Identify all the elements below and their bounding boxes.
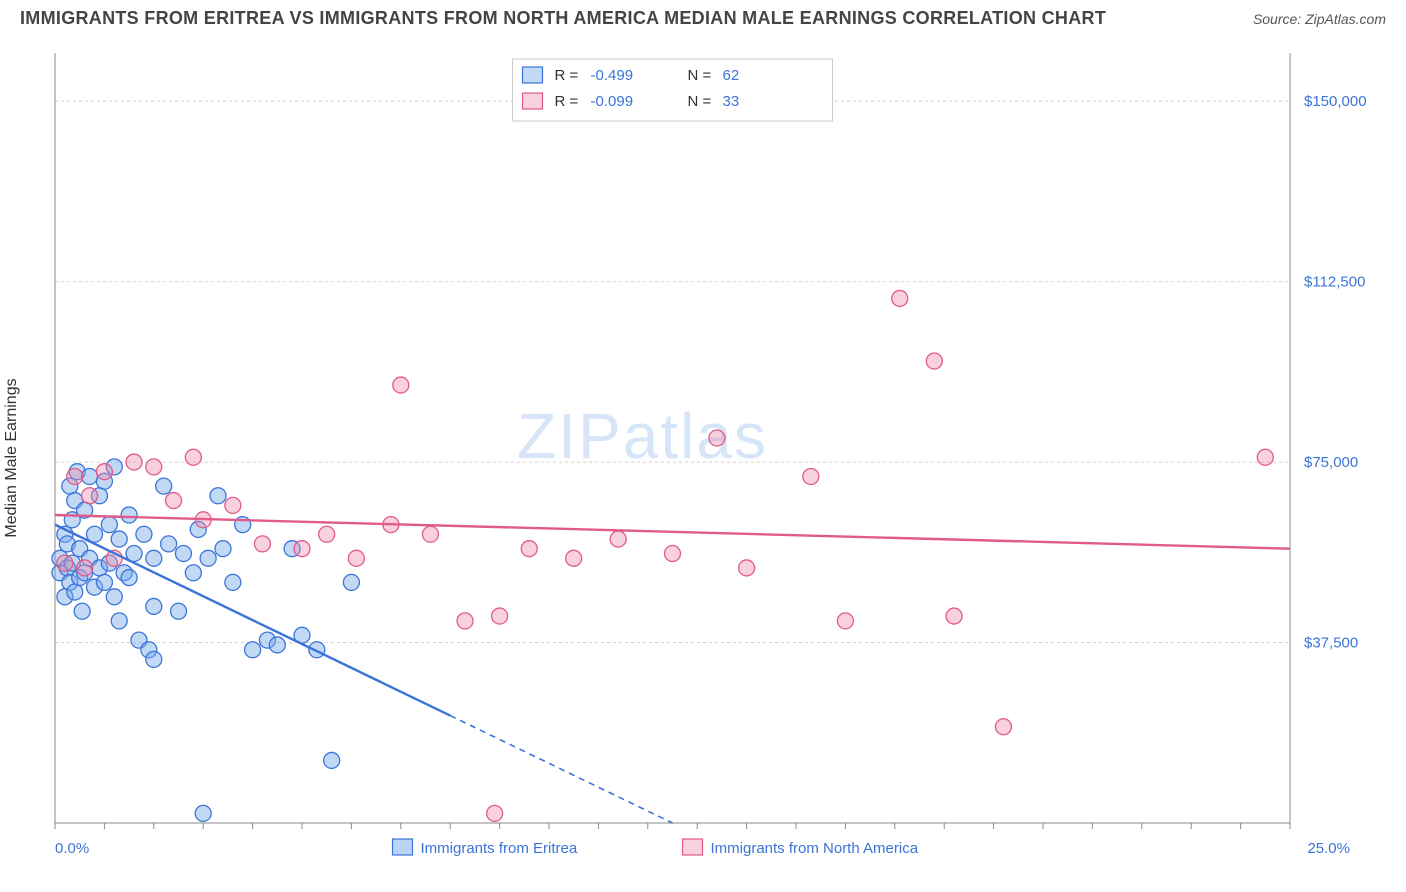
data-point [161,536,177,552]
data-point [82,488,98,504]
chart-title: IMMIGRANTS FROM ERITREA VS IMMIGRANTS FR… [20,8,1106,29]
legend-n-value: 33 [723,93,740,110]
data-point [96,464,112,480]
data-point [348,550,364,566]
y-tick-label: $112,500 [1304,274,1365,291]
legend-r-label: R = [555,67,579,84]
legend-r-label: R = [555,93,579,110]
data-point [892,290,908,306]
data-point [106,589,122,605]
data-point [82,469,98,485]
data-point [146,598,162,614]
y-axis-label: Median Male Earnings [3,378,21,537]
data-point [121,507,137,523]
data-point [492,608,508,624]
legend-n-value: 62 [723,67,740,84]
data-point [1257,449,1273,465]
trend-line-extrapolated [450,716,672,823]
data-point [166,493,182,509]
data-point [610,531,626,547]
data-point [343,574,359,590]
data-point [225,574,241,590]
data-point [215,541,231,557]
data-point [171,603,187,619]
data-point [67,469,83,485]
x-max-label: 25.0% [1307,840,1350,857]
data-point [254,536,270,552]
legend-swatch [523,93,543,109]
watermark: ZIPatlas [517,400,768,472]
data-point [225,497,241,513]
data-point [126,454,142,470]
data-point [67,584,83,600]
data-point [146,550,162,566]
data-point [566,550,582,566]
data-point [111,613,127,629]
data-point [111,531,127,547]
data-point [185,449,201,465]
data-point [709,430,725,446]
legend-n-label: N = [688,93,712,110]
data-point [156,478,172,494]
data-point [995,719,1011,735]
data-point [210,488,226,504]
data-point [175,546,191,562]
data-point [136,526,152,542]
data-point [121,570,137,586]
data-point [837,613,853,629]
legend-swatch [523,67,543,83]
data-point [101,517,117,533]
data-point [319,526,335,542]
data-point [926,353,942,369]
data-point [487,805,503,821]
data-point [665,546,681,562]
data-point [185,565,201,581]
data-point [200,550,216,566]
legend-n-label: N = [688,67,712,84]
data-point [77,560,93,576]
legend-r-value: -0.099 [591,93,634,110]
data-point [393,377,409,393]
legend-series-a: Immigrants from Eritrea [421,840,578,857]
data-point [946,608,962,624]
data-point [245,642,261,658]
legend-swatch [683,839,703,855]
data-point [146,459,162,475]
data-point [803,469,819,485]
data-point [457,613,473,629]
data-point [324,752,340,768]
legend-r-value: -0.499 [591,67,634,84]
x-min-label: 0.0% [55,840,89,857]
data-point [57,555,73,571]
source-label: Source: ZipAtlas.com [1253,11,1386,27]
data-point [269,637,285,653]
data-point [146,651,162,667]
data-point [74,603,90,619]
y-tick-label: $75,000 [1304,454,1358,471]
data-point [422,526,438,542]
data-point [195,805,211,821]
data-point [739,560,755,576]
legend-swatch [393,839,413,855]
data-point [294,541,310,557]
y-tick-label: $150,000 [1304,93,1367,110]
data-point [521,541,537,557]
correlation-scatter-chart: $37,500 $75,000 $112,500 $150,000 ZIPatlas R … [0,33,1406,883]
y-tick-label: $37,500 [1304,635,1358,652]
data-point [96,574,112,590]
legend-series-b: Immigrants from North America [711,840,919,857]
